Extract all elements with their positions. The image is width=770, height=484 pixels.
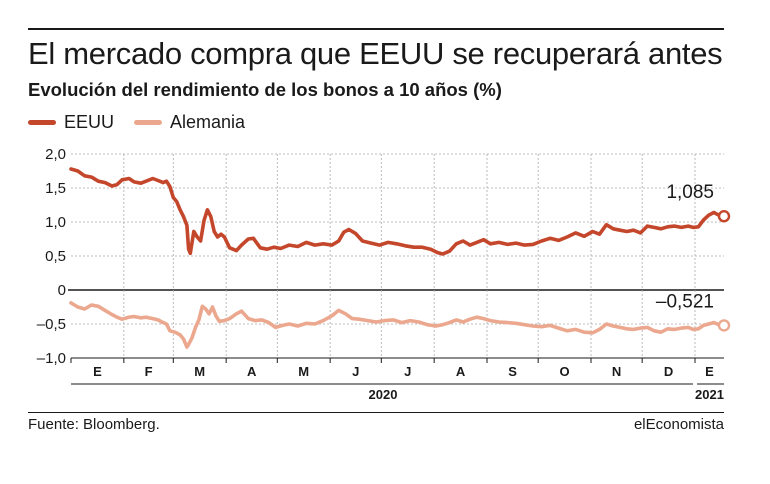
y-tick-label: 0,5	[45, 248, 66, 265]
y-tick-label: 2,0	[45, 146, 66, 163]
footer-rule	[28, 412, 724, 413]
end-marker	[717, 210, 731, 223]
x-month-label: A	[247, 364, 257, 379]
top-rule	[28, 28, 724, 30]
legend-swatch-us	[28, 119, 56, 125]
y-tick-label: 1,0	[45, 214, 66, 231]
line-chart: 2,0 1,5 1,0 0,5 0 –0,5 –1,0 E F M A M J J A S O N D E 2020 20…	[37, 146, 731, 402]
x-month-label: M	[194, 364, 205, 379]
series-line-de	[69, 301, 726, 349]
x-month-label: N	[612, 364, 621, 379]
end-value-label: 1,085	[666, 182, 714, 203]
legend-swatch-de	[134, 119, 163, 125]
legend-label-us: EEUU	[64, 111, 115, 132]
legend-item-de: Alemania	[134, 112, 245, 133]
legend-item-us: EEUU	[28, 112, 114, 133]
x-year-label: 2020	[369, 387, 398, 402]
chart-subtitle: Evolución del rendimiento de los bonos a…	[28, 79, 502, 100]
x-month-label: A	[456, 364, 466, 379]
y-tick-label: 0	[58, 282, 66, 299]
end-marker	[717, 319, 731, 332]
y-tick-label: 1,5	[45, 180, 66, 197]
chart-title: El mercado compra que EEUU se recuperará…	[28, 36, 723, 71]
x-month-label: J	[352, 364, 359, 379]
end-value-label: –0,521	[656, 291, 714, 312]
x-month-label: E	[93, 364, 102, 379]
x-year-label: 2021	[695, 387, 724, 402]
y-tick-label: –1,0	[37, 350, 66, 367]
x-month-label: J	[404, 364, 411, 379]
legend-label-de: Alemania	[170, 111, 246, 132]
brand-credit: elEconomista	[633, 416, 724, 433]
x-month-label: M	[298, 364, 309, 379]
y-tick-label: –0,5	[37, 316, 66, 333]
series-line-us	[69, 167, 726, 256]
x-month-label: S	[508, 364, 517, 379]
source-note: Fuente: Bloomberg.	[28, 416, 160, 433]
x-month-label: F	[145, 364, 153, 379]
legend: EEUU Alemania	[28, 110, 265, 134]
x-month-label: O	[560, 364, 570, 379]
x-month-label: E	[705, 364, 714, 379]
x-month-label: D	[664, 364, 673, 379]
